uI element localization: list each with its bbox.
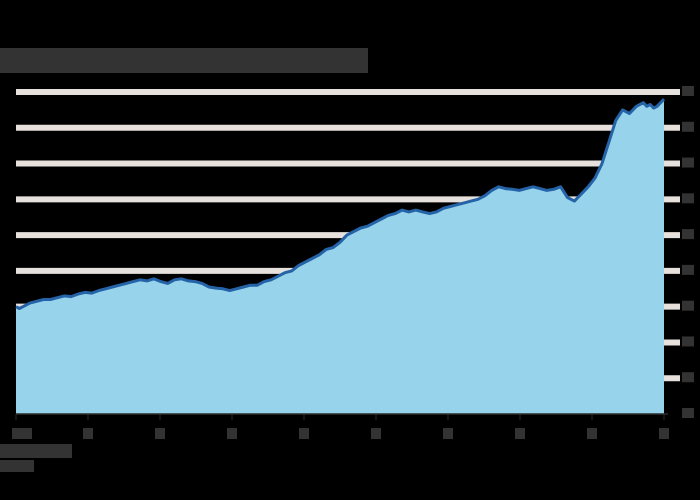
x-tick-label-redacted — [443, 428, 453, 439]
y-tick-label-redacted — [682, 264, 694, 275]
y-tick-label-redacted — [682, 121, 694, 132]
y-tick-label-redacted — [682, 157, 694, 168]
y-tick-label-redacted — [682, 229, 694, 240]
source-note-redacted — [0, 444, 72, 458]
x-tick-label-redacted — [227, 428, 237, 439]
x-tick-label-redacted — [659, 428, 669, 439]
y-tick-label-redacted — [682, 336, 694, 347]
x-tick-label-redacted — [83, 428, 93, 439]
area-fill — [16, 99, 664, 414]
x-tick-label-redacted — [12, 428, 32, 439]
x-tick-label-redacted — [299, 428, 309, 439]
y-tick-label-redacted — [682, 408, 694, 418]
y-tick-label-redacted — [682, 86, 694, 96]
x-tick-label-redacted — [155, 428, 165, 439]
x-tick-label-redacted — [515, 428, 525, 439]
x-tick-label-redacted — [371, 428, 381, 439]
series-line — [15, 98, 666, 310]
chart-title-redacted — [0, 48, 368, 73]
y-tick-label-redacted — [682, 300, 694, 311]
y-tick-label-redacted — [682, 193, 694, 204]
source-note-redacted-2 — [0, 460, 34, 472]
label-layer — [12, 86, 694, 439]
y-tick-label-redacted — [682, 372, 694, 383]
x-tick-label-redacted — [587, 428, 597, 439]
axis-layer — [15, 413, 668, 420]
